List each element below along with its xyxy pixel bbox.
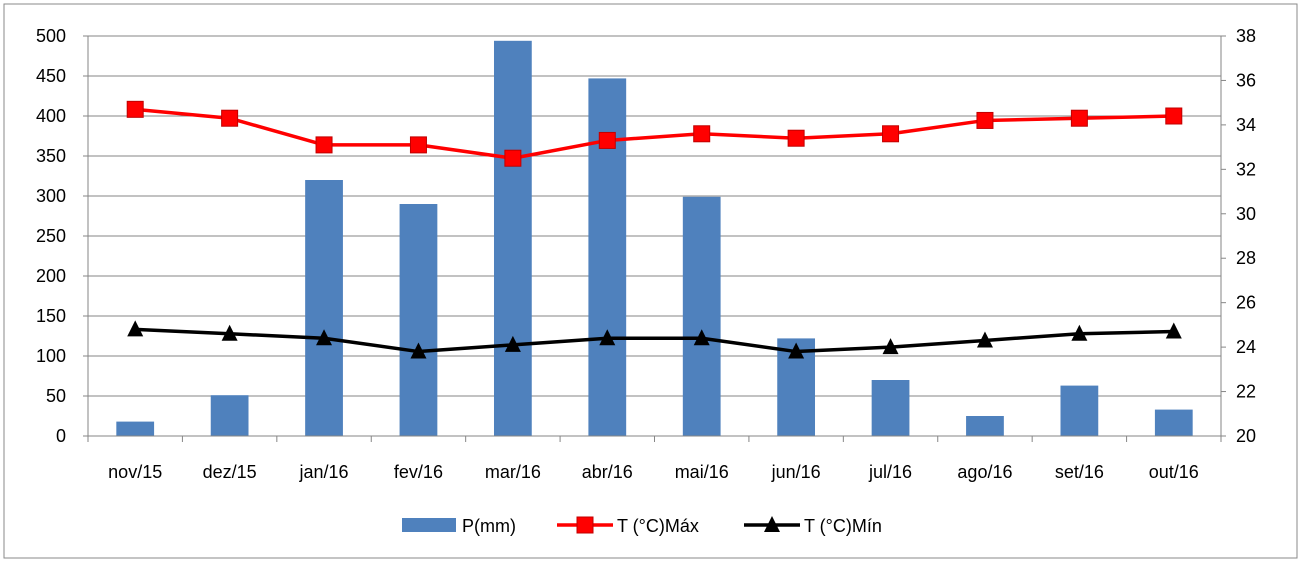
axes: 0 50 100 150 200 250 300 350 400 450 500 20 22 24 26 28… (36, 26, 1256, 482)
x-tick-label: nov/15 (108, 462, 162, 482)
x-tick-label: jan/16 (299, 462, 349, 482)
right-tick-label: 28 (1236, 248, 1256, 268)
marker-square (315, 136, 333, 154)
x-tick-label: jul/16 (868, 462, 912, 482)
marker-square (504, 149, 522, 167)
left-tick-label: 350 (36, 146, 66, 166)
bar-precipitation (305, 180, 343, 436)
x-tick-label: dez/15 (203, 462, 257, 482)
x-tick-label: jun/16 (771, 462, 821, 482)
left-tick-label: 100 (36, 346, 66, 366)
bar-precipitation (682, 196, 721, 436)
legend-label: P(mm) (462, 516, 516, 536)
x-tick-label: ago/16 (957, 462, 1012, 482)
bar-precipitation (116, 421, 155, 436)
lines (126, 100, 1183, 359)
series-line-2 (135, 327, 1174, 354)
left-tick-label: 150 (36, 306, 66, 326)
marker-square (976, 111, 994, 129)
bar-precipitation (966, 416, 1004, 436)
x-tick-label: set/16 (1055, 462, 1104, 482)
marker-triangle (599, 329, 616, 346)
bar-precipitation (493, 40, 532, 437)
marker-triangle (1071, 324, 1088, 341)
right-tick-label: 38 (1236, 26, 1256, 46)
right-tick-label: 20 (1236, 426, 1256, 446)
legend: P(mm) T (°C)Máx T (°C)Mín (402, 516, 882, 536)
bar-precipitation (210, 395, 249, 436)
marker-triangle (882, 338, 899, 355)
left-tick-label: 400 (36, 106, 66, 126)
left-tick-label: 500 (36, 26, 66, 46)
legend-label: T (°C)Mín (804, 516, 882, 536)
x-tick-label: abr/16 (582, 462, 633, 482)
legend-marker-square (576, 516, 594, 534)
marker-triangle (788, 342, 805, 359)
marker-triangle (221, 324, 238, 341)
marker-triangle (504, 335, 521, 352)
right-tick-label: 36 (1236, 70, 1256, 90)
right-tick-label: 34 (1236, 115, 1256, 135)
left-tick-label: 250 (36, 226, 66, 246)
marker-triangle (976, 331, 993, 348)
left-tick-label: 200 (36, 266, 66, 286)
marker-triangle (410, 342, 427, 359)
bar-precipitation (1060, 385, 1099, 436)
legend-label: T (°C)Máx (617, 516, 699, 536)
right-tick-label: 30 (1236, 204, 1256, 224)
marker-triangle (127, 320, 144, 337)
x-tick-label: out/16 (1149, 462, 1199, 482)
marker-square (693, 125, 711, 143)
right-tick-label: 24 (1236, 337, 1256, 357)
left-tick-label: 450 (36, 66, 66, 86)
marker-square (1070, 109, 1088, 127)
bar-precipitation (1154, 409, 1193, 436)
left-tick-label: 0 (56, 426, 66, 446)
chart-border (3, 3, 1298, 559)
right-tick-label: 32 (1236, 159, 1256, 179)
x-tick-label: mai/16 (675, 462, 729, 482)
left-tick-label: 50 (46, 386, 66, 406)
marker-square (126, 100, 144, 118)
legend-marker-triangle (764, 516, 780, 532)
marker-square (598, 131, 616, 149)
right-tick-label: 22 (1236, 382, 1256, 402)
bar-precipitation (399, 204, 438, 436)
x-tick-label: fev/16 (394, 462, 443, 482)
bar-precipitation (871, 380, 910, 436)
series-line-1 (135, 107, 1174, 160)
left-tick-label: 300 (36, 186, 66, 206)
marker-triangle (693, 329, 710, 346)
right-tick-label: 26 (1236, 293, 1256, 313)
marker-square (1165, 107, 1183, 125)
marker-square (787, 129, 805, 147)
marker-triangle (316, 329, 333, 346)
marker-square (409, 136, 427, 154)
x-tick-label: mar/16 (485, 462, 541, 482)
marker-square (221, 109, 239, 127)
legend-swatch-bar (402, 518, 456, 532)
marker-triangle (1165, 322, 1182, 339)
marker-square (882, 125, 900, 143)
